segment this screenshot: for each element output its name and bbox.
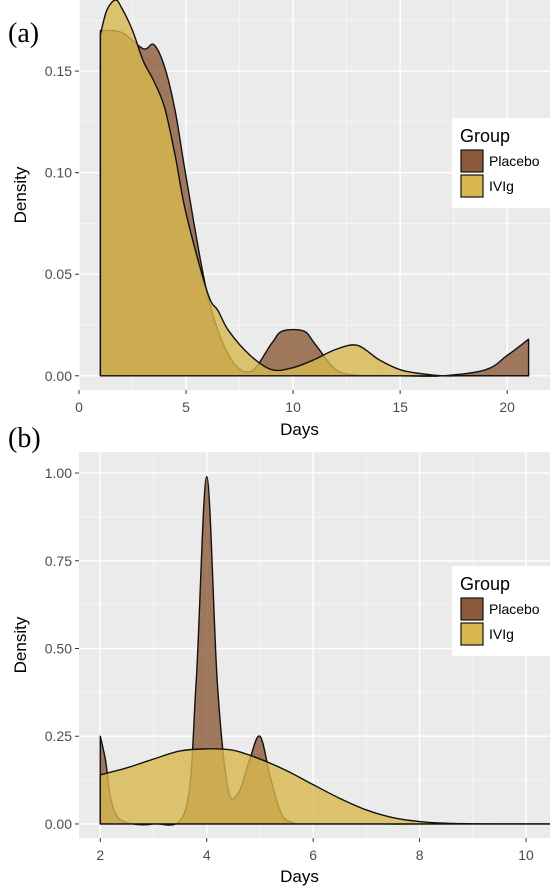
y-tick-label: 0.25 (45, 728, 72, 744)
y-tick-label: 0.00 (45, 368, 72, 384)
panel-b: 2 4 6 8 10 0.00 0.25 0.50 0.75 1.00 Days Density (b)… (8, 423, 550, 886)
x-tick-label: 5 (182, 399, 190, 415)
y-tick-label: 0.50 (45, 641, 72, 657)
legend-key-ivig (460, 174, 484, 198)
x-tick-label: 4 (203, 847, 211, 863)
y-tick-label: 0.05 (45, 266, 72, 282)
y-tick-label: 0.00 (45, 816, 72, 832)
panel-a: 0 5 10 15 20 0.00 0.05 0.10 0.15 Days Density (a) Gr… (8, 0, 550, 439)
legend-key-placebo (460, 149, 484, 173)
panel-label: (a) (8, 18, 39, 49)
legend: Group Placebo IVIg (452, 118, 550, 208)
legend-key-placebo (460, 597, 484, 621)
y-tick-label: 0.15 (45, 63, 72, 79)
y-axis-title: Density (11, 616, 30, 673)
y-tick-label: 0.75 (45, 553, 72, 569)
plot-area (99, 475, 550, 826)
x-tick-label: 15 (392, 399, 408, 415)
legend-label-ivig: IVIg (489, 626, 514, 642)
legend-title: Group (460, 574, 510, 594)
x-tick-label: 10 (285, 399, 301, 415)
x-tick-label: 20 (499, 399, 515, 415)
x-tick-label: 2 (96, 847, 104, 863)
x-axis-title: Days (280, 420, 319, 439)
panel-label: (b) (8, 423, 41, 454)
y-axis-title: Density (11, 166, 30, 223)
x-tick-label: 10 (518, 847, 534, 863)
density-area-ivig (99, 0, 530, 377)
density-area-ivig (99, 748, 550, 825)
legend-title: Group (460, 126, 510, 146)
plot-area (99, 0, 530, 377)
legend-key-ivig (460, 622, 484, 646)
legend: Group Placebo IVIg (452, 566, 550, 656)
y-tick-label: 1.00 (45, 465, 72, 481)
legend-label-placebo: Placebo (489, 153, 540, 169)
x-axis-title: Days (280, 867, 319, 886)
x-tick-label: 8 (416, 847, 424, 863)
y-tick-label: 0.10 (45, 165, 72, 181)
legend-label-placebo: Placebo (489, 601, 540, 617)
x-tick-label: 6 (309, 847, 317, 863)
x-tick-label: 0 (75, 399, 83, 415)
legend-label-ivig: IVIg (489, 178, 514, 194)
